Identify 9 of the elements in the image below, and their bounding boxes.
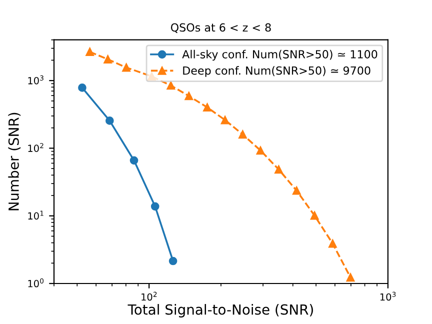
y-axis-title: Number (SNR) — [8, 112, 21, 210]
y-tick-label: 10$^{2}$ — [28, 143, 44, 152]
x-axis-title: Total Signal-to-Noise (SNR) — [128, 304, 313, 318]
chart-title: QSOs at 6 < z < 8 — [170, 23, 271, 33]
y-tick-label: 10$^{0}$ — [28, 278, 44, 288]
legend-label: All-sky conf. Num(SNR>50) ≃ 1100 — [182, 50, 378, 61]
y-tick-label: 10$^{1}$ — [28, 210, 44, 220]
y-tick-label: 10$^{3}$ — [28, 75, 44, 84]
legend-label: Deep conf. Num(SNR>50) ≃ 9700 — [183, 66, 370, 77]
